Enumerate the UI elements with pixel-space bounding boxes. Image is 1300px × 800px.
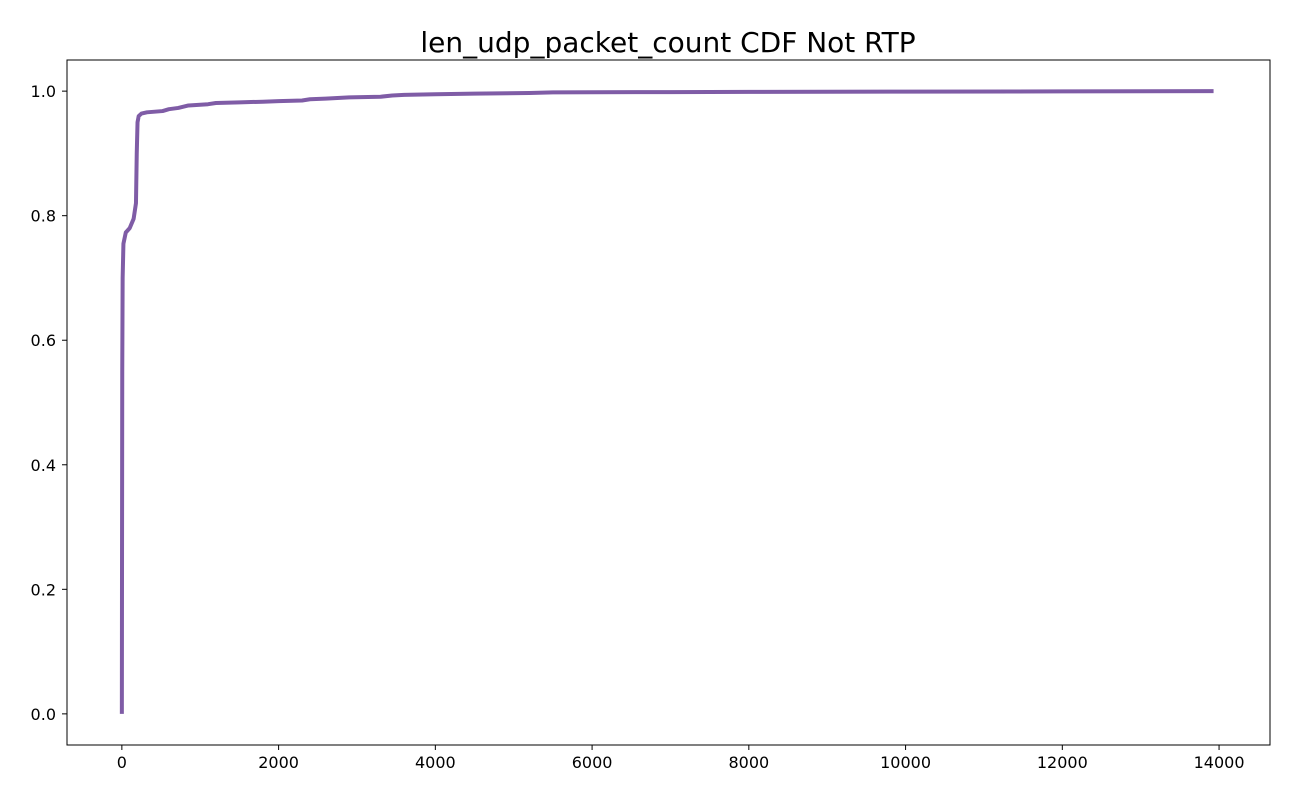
chart-title: len_udp_packet_count CDF Not RTP xyxy=(420,26,915,59)
x-tick-label: 12000 xyxy=(1037,753,1088,772)
x-tick-label: 2000 xyxy=(258,753,299,772)
series-line-0 xyxy=(119,89,1214,714)
y-tick-label: 0.8 xyxy=(31,207,56,226)
x-tick-label: 8000 xyxy=(728,753,769,772)
y-tick-label: 0.0 xyxy=(31,705,56,724)
x-tick-label: 4000 xyxy=(415,753,456,772)
x-tick-label: 0 xyxy=(117,753,127,772)
y-tick-label: 0.2 xyxy=(31,580,56,599)
plot-area: 0 2000 4000 6000 8000 10000 12000 14000 0.0 0.2 0.… xyxy=(31,59,1271,772)
x-tick-label: 14000 xyxy=(1194,753,1245,772)
y-tick-label: 0.6 xyxy=(31,331,56,350)
axes-frame xyxy=(66,59,1271,746)
y-tick-label: 1.0 xyxy=(31,82,56,101)
x-tick-label: 6000 xyxy=(572,753,613,772)
y-tick-label: 0.4 xyxy=(31,456,56,475)
x-tick-label: 10000 xyxy=(880,753,931,772)
